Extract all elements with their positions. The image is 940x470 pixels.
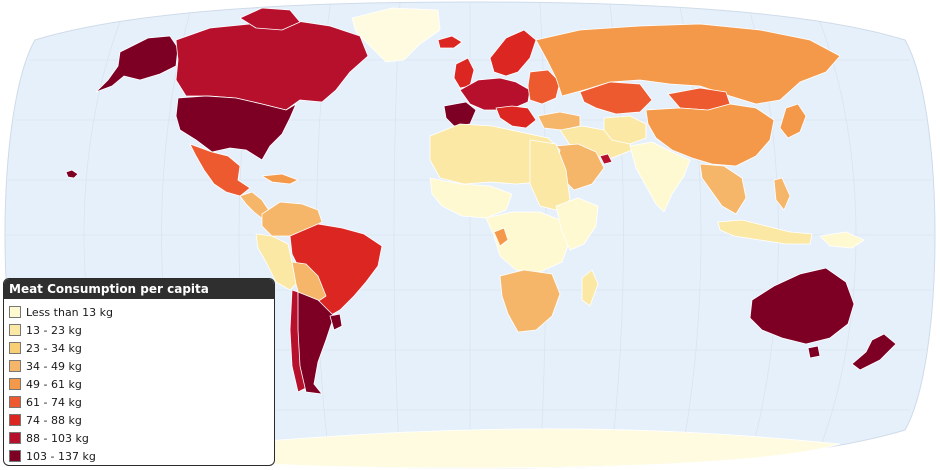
region-china[interactable] [645,103,775,167]
region-australia[interactable] [749,267,855,345]
legend-swatch [9,450,21,462]
legend-items: Less than 13 kg 13 - 23 kg 23 - 34 kg 34… [4,299,274,465]
region-east-africa[interactable] [555,197,599,251]
region-mexico[interactable] [189,143,251,197]
region-central-asia[interactable] [603,115,647,145]
legend-swatch [9,342,21,354]
legend-item: 88 - 103 kg [9,429,274,447]
legend-swatch [9,306,21,318]
legend-swatch [9,396,21,408]
region-indonesia[interactable] [717,219,813,245]
region-russia[interactable] [535,23,841,105]
region-iceland[interactable] [437,35,463,49]
legend-label: 13 - 23 kg [26,323,82,337]
region-united-states[interactable] [175,95,297,161]
legend-item: 103 - 137 kg [9,447,274,465]
legend-label: 23 - 34 kg [26,341,82,355]
region-iberia[interactable] [443,101,477,127]
region-south-asia[interactable] [629,141,691,213]
region-antarctica [149,428,841,469]
region-central-africa[interactable] [485,211,571,273]
legend-item: 74 - 88 kg [9,411,274,429]
region-philippines[interactable] [773,177,791,211]
region-caribbean[interactable] [261,173,299,185]
legend-item: 13 - 23 kg [9,321,274,339]
region-eastern-europe[interactable] [527,69,561,105]
region-uruguay[interactable] [329,313,343,331]
region-italy-balkans[interactable] [495,105,537,129]
legend-label: 61 - 74 kg [26,395,82,409]
legend-item: 34 - 49 kg [9,357,274,375]
region-western-europe[interactable] [459,77,531,111]
region-uae[interactable] [599,153,613,165]
legend-item: Less than 13 kg [9,303,274,321]
region-southeast-asia[interactable] [699,163,747,215]
region-peru[interactable] [255,233,301,291]
region-japan-korea[interactable] [779,103,807,139]
region-madagascar[interactable] [581,269,599,307]
legend-title: Meat Consumption per capita [4,279,274,299]
legend-item: 61 - 74 kg [9,393,274,411]
legend-swatch [9,414,21,426]
region-hawaii[interactable] [65,169,79,179]
legend: Meat Consumption per capita Less than 13… [3,278,275,466]
legend-label: Less than 13 kg [26,305,114,319]
region-alaska[interactable] [95,35,179,93]
legend-swatch [9,360,21,372]
region-southern-africa[interactable] [499,269,561,333]
region-gabon[interactable] [493,227,509,247]
legend-label: 88 - 103 kg [26,431,89,445]
legend-swatch [9,432,21,444]
legend-label: 34 - 49 kg [26,359,82,373]
region-west-africa[interactable] [429,177,513,219]
legend-item: 49 - 61 kg [9,375,274,393]
legend-label: 74 - 88 kg [26,413,82,427]
countries [65,7,897,469]
region-new-zealand[interactable] [851,333,897,371]
legend-swatch [9,324,21,336]
region-papua-new-guinea[interactable] [819,231,865,249]
legend-item: 23 - 34 kg [9,339,274,357]
legend-swatch [9,378,21,390]
region-greenland[interactable] [351,7,441,63]
region-kazakhstan[interactable] [579,81,653,115]
region-tasmania[interactable] [807,345,821,359]
legend-label: 103 - 137 kg [26,449,96,463]
region-arctic-islands[interactable] [239,7,301,31]
legend-label: 49 - 61 kg [26,377,82,391]
region-scandinavia[interactable] [489,29,537,77]
region-argentina[interactable] [297,291,335,395]
